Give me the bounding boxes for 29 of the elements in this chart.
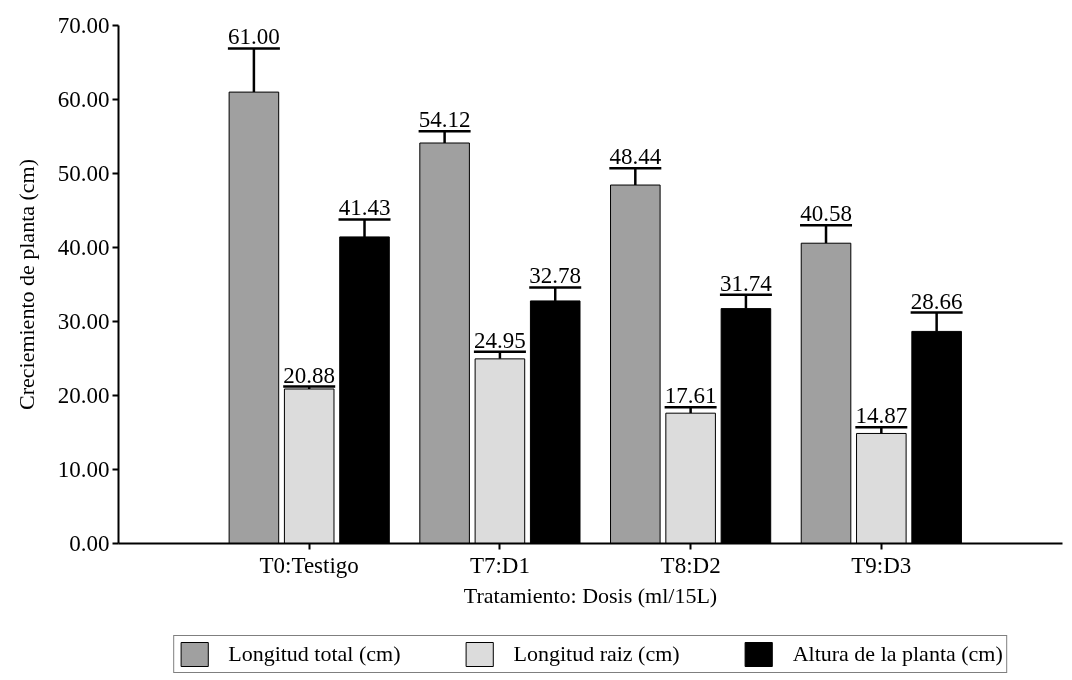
data-label: 32.78 [529,263,582,289]
y-tick-label: 60.00 [57,87,110,112]
x-tick-label: T7:D1 [469,552,530,578]
y-tick-label: 70.00 [57,13,110,38]
y-tick-label: 10.00 [57,457,110,482]
x-tick-label: T0:Testigo [259,552,359,578]
data-label: 31.74 [720,270,773,296]
y-tick-label: 40.00 [57,235,110,260]
legend-label: Altura de la planta (cm) [792,641,1003,667]
legend-label: Longitud raiz (cm) [513,641,680,667]
y-axis-title: Creciemiento de planta (cm) [13,158,39,411]
data-label: 40.58 [800,201,852,227]
data-label: 14.87 [855,403,908,429]
data-label: 48.44 [609,144,662,170]
data-label: 28.66 [910,288,963,314]
y-tick-label: 50.00 [57,161,110,186]
data-label: 61.00 [228,24,280,50]
y-tick-label: 30.00 [57,309,110,334]
data-label: 17.61 [664,383,717,409]
x-tick-label: T8:D2 [660,552,721,578]
y-tick-label: 0.00 [69,531,110,556]
x-axis-title: Tratamiento: Dosis (ml/15L) [463,582,718,608]
y-tick-label: 20.00 [57,383,110,408]
data-label: 24.95 [474,327,526,353]
data-label: 20.88 [283,362,336,388]
data-label: 41.43 [338,195,391,221]
data-label: 54.12 [418,107,471,133]
legend-label: Longitud total (cm) [228,641,401,667]
x-tick-label: T9:D3 [851,552,912,578]
